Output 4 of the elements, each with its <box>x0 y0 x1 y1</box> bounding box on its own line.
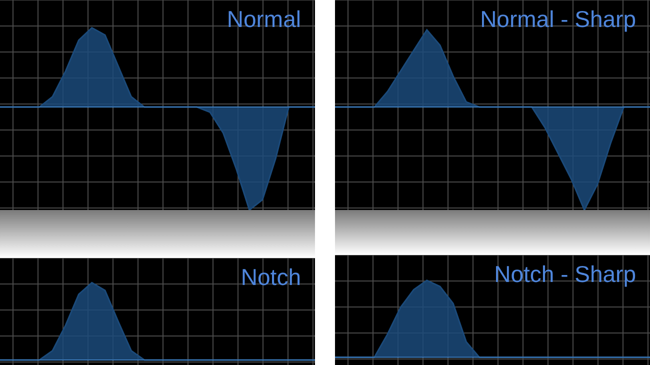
chart-title: Notch - Sharp <box>494 261 636 288</box>
chart-title: Normal - Sharp <box>480 6 636 33</box>
chart-title: Notch <box>240 264 301 291</box>
chart-title: Normal <box>226 6 301 33</box>
